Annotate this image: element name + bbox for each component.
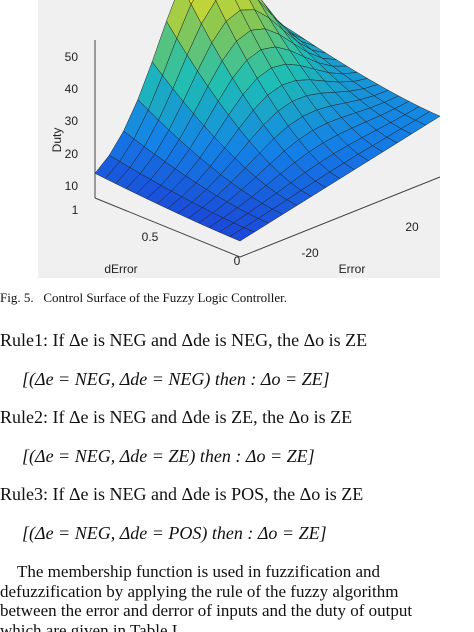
x-tick-label: 20 [405,220,419,234]
z-tick-label: 30 [65,114,79,128]
rule-formula: [(Δe = NEG, Δde = NEG) then : Δo = ZE] [22,369,330,389]
surface [94,0,441,242]
y-tick-label: 1 [72,203,79,217]
paragraph: The membership function is used in fuzzi… [0,562,474,632]
z-tick-label: 40 [65,82,79,96]
x-label: Error [339,262,366,276]
paragraph-line: which are given in Table I. [0,620,182,632]
x-axis [239,176,441,258]
x-tick-label: -20 [301,246,319,260]
z-label: Duty [50,128,64,153]
caption: Fig. 5. Control Surface of the Fuzzy Log… [0,290,288,305]
y-tick-label: 0 [234,254,241,268]
y-axis [94,197,241,258]
surface-patch [229,227,255,242]
z-tick-label: 20 [65,147,79,161]
rule-text: Rule2: If Δe is NEG and Δde is ZE, the Δ… [0,407,353,427]
figure: Duty dError Error 50 40 30 20 10 1 0.5 0 -20 20 [38,0,441,278]
rule-formula: [(Δe = NEG, Δde = ZE) then : Δo = ZE] [22,446,315,466]
paragraph-line: between the error and derror of inputs a… [0,601,413,620]
rule-text: Rule1: If Δe is NEG and Δde is NEG, the … [0,330,368,350]
y-label: dError [104,262,137,276]
paragraph-line: defuzzification by applying the rule of … [0,581,399,601]
y-tick-label: 0.5 [142,230,159,244]
rule-formula: [(Δe = NEG, Δde = POS) then : Δo = ZE] [22,523,327,543]
rule-text: Rule3: If Δe is NEG and Δde is POS, the … [0,484,364,504]
surface-patch [188,0,194,5]
z-tick-label: 10 [65,179,79,193]
z-tick-label: 50 [65,50,79,64]
paragraph-line: The membership function is used in fuzzi… [0,562,381,581]
